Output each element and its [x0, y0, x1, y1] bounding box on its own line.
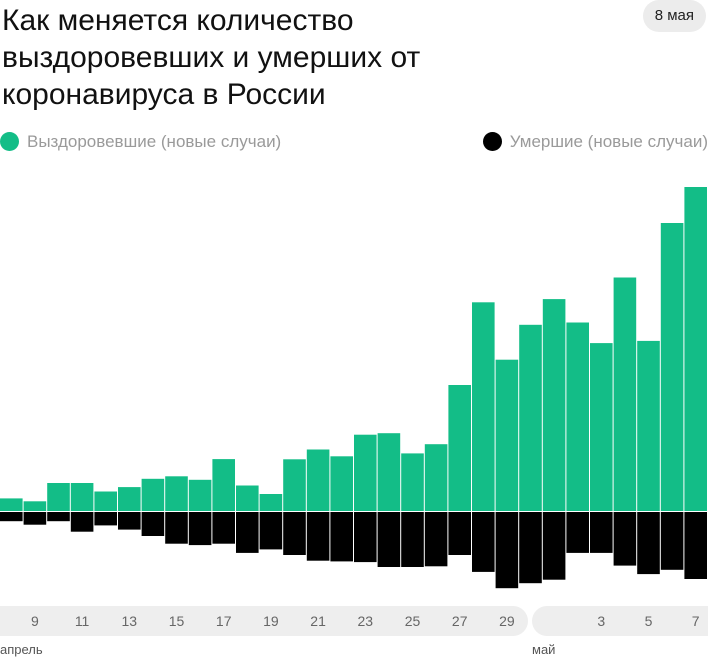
x-tick-label: 23 [358, 613, 374, 629]
bar-recovered-24 [542, 299, 566, 511]
bar-recovered-20 [448, 385, 471, 511]
bar-deceased-11 [236, 512, 259, 553]
bar-deceased-27 [613, 512, 637, 566]
bar-deceased-28 [637, 512, 660, 575]
bar-recovered-5 [94, 491, 117, 511]
month-label-april: апрель [0, 642, 43, 657]
bar-deceased-10 [212, 512, 235, 544]
bar-recovered-3 [47, 483, 70, 511]
bar-deceased-2 [23, 512, 47, 525]
bar-recovered-27 [613, 277, 637, 511]
x-tick-label: 13 [122, 613, 138, 629]
month-label-may: май [532, 642, 556, 657]
legend-recovered-dot [0, 132, 19, 151]
legend-recovered: Выздоровевшие (новые случаи) [0, 130, 281, 154]
bar-deceased-19 [424, 512, 448, 567]
bar-recovered-22 [495, 359, 519, 511]
axis-may-band [532, 606, 708, 636]
x-tick-label: 3 [597, 613, 605, 629]
bar-recovered-11 [236, 485, 259, 511]
bar-deceased-9 [188, 512, 212, 546]
bar-recovered-21 [472, 302, 495, 511]
bar-recovered-18 [401, 453, 424, 511]
bar-recovered-10 [212, 459, 235, 511]
x-tick-label: 7 [692, 613, 700, 629]
bar-recovered-13 [283, 459, 306, 511]
date-badge: 8 мая [642, 0, 706, 32]
x-tick-label: 15 [169, 613, 185, 629]
x-tick-label: 5 [645, 613, 653, 629]
bar-recovered-28 [637, 340, 660, 511]
bar-recovered-12 [259, 494, 283, 511]
legend-deceased: Умершие (новые случаи) [482, 130, 708, 154]
bar-recovered-16 [354, 434, 377, 511]
bar-deceased-8 [165, 512, 188, 544]
bar-recovered-4 [70, 483, 94, 511]
bar-recovered-1 [0, 498, 23, 511]
bar-deceased-16 [354, 512, 377, 563]
bar-deceased-1 [0, 512, 23, 522]
bar-deceased-6 [118, 512, 141, 530]
bar-deceased-17 [377, 512, 401, 567]
axis-april-band [0, 606, 528, 636]
x-tick-label: 29 [499, 613, 515, 629]
bar-recovered-15 [330, 456, 353, 511]
bar-recovered-7 [141, 478, 165, 511]
bar-recovered-9 [188, 479, 212, 511]
bar-recovered-17 [377, 433, 401, 511]
x-tick-label: 25 [405, 613, 421, 629]
bar-deceased-23 [519, 512, 542, 584]
bar-deceased-3 [47, 512, 70, 522]
bar-deceased-20 [448, 512, 471, 555]
bar-recovered-26 [590, 343, 613, 511]
x-tick-label: 19 [263, 613, 279, 629]
bar-deceased-5 [94, 512, 117, 526]
bar-deceased-15 [330, 512, 353, 562]
bar-deceased-4 [70, 512, 94, 532]
bar-deceased-7 [141, 512, 165, 536]
x-tick-label: 11 [75, 613, 90, 629]
bar-deceased-22 [495, 512, 519, 589]
bar-recovered-29 [660, 223, 684, 511]
bar-deceased-26 [590, 512, 613, 553]
bar-deceased-13 [283, 512, 306, 555]
bar-recovered-25 [566, 322, 589, 511]
x-tick-label: 17 [216, 613, 232, 629]
bar-recovered-30 [684, 187, 707, 511]
bar-recovered-6 [118, 487, 141, 511]
bar-deceased-14 [306, 512, 330, 561]
bar-recovered-2 [23, 501, 47, 511]
bar-recovered-8 [165, 476, 188, 511]
x-tick-label: 27 [452, 613, 468, 629]
bar-recovered-14 [306, 449, 330, 511]
bar-deceased-21 [472, 512, 495, 572]
legend-deceased-dot [482, 132, 502, 151]
bar-deceased-12 [259, 512, 283, 550]
bar-deceased-24 [542, 512, 566, 580]
bar-deceased-18 [401, 512, 424, 567]
bar-deceased-25 [566, 512, 589, 553]
x-tick-label: 21 [310, 613, 326, 629]
chart-title: Как меняется количество выздоровевших и … [2, 4, 421, 111]
bar-deceased-30 [684, 512, 707, 579]
legend-deceased-label: Умершие (новые случаи) [509, 132, 708, 151]
legend-recovered-label: Выздоровевшие (новые случаи) [27, 132, 282, 151]
x-tick-label: 9 [31, 613, 39, 629]
bar-recovered-23 [519, 324, 542, 511]
bar-deceased-29 [660, 512, 684, 570]
bar-recovered-19 [424, 444, 448, 511]
